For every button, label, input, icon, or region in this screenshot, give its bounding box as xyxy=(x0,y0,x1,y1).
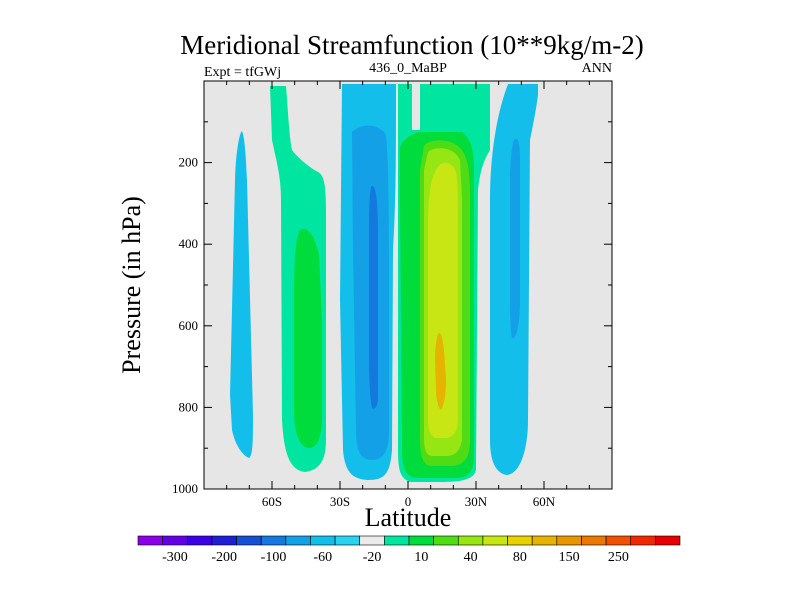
colorbar-label: -200 xyxy=(211,550,237,565)
colorbar-label: -100 xyxy=(261,550,287,565)
season-label: ANN xyxy=(582,61,612,76)
contour-cell-20s-core xyxy=(369,186,378,409)
colorbar-swatch xyxy=(384,535,410,546)
colorbar-swatch xyxy=(211,535,237,546)
contour-cell-45s-green xyxy=(294,228,322,448)
colorbar-label: 10 xyxy=(414,550,428,565)
colorbar-label: 250 xyxy=(608,550,629,565)
colorbar-swatch xyxy=(162,535,188,546)
y-tick-label: 1000 xyxy=(172,481,198,496)
colorbar-swatch xyxy=(482,535,508,546)
colorbar-swatch xyxy=(655,535,681,546)
colorbar-swatch xyxy=(285,535,311,546)
colorbar-label: -20 xyxy=(363,550,382,565)
contour-fill-group xyxy=(230,84,538,482)
colorbar-swatch xyxy=(581,535,607,546)
chart-title: Meridional Streamfunction (10**9kg/m-2) xyxy=(180,30,643,60)
colorbar-label: -60 xyxy=(313,550,332,565)
colorbar-swatch xyxy=(408,535,434,546)
contour-cell-75s-light-blue xyxy=(230,131,253,458)
colorbar-swatch xyxy=(260,535,287,546)
colorbar-label: 40 xyxy=(464,550,478,565)
colorbar-swatch xyxy=(531,535,558,546)
colorbar-label: 150 xyxy=(559,550,580,565)
colorbar-swatch xyxy=(236,535,262,546)
colorbar-swatch xyxy=(137,535,163,546)
y-tick-label: 400 xyxy=(179,236,199,251)
colorbar-swatch xyxy=(359,535,385,546)
x-tick-label: 30S xyxy=(330,494,350,509)
colorbar-label: -300 xyxy=(162,550,188,565)
contour-cell-15n-orange-core xyxy=(435,333,446,410)
colorbar: -300 -200 -100 -60 -20 10 40 80 150 250 xyxy=(137,535,681,565)
colorbar-swatch xyxy=(334,535,361,546)
contour-cell-45n-blue xyxy=(510,138,520,339)
colorbar-swatch xyxy=(433,535,459,546)
colorbar-swatch xyxy=(507,535,533,546)
colorbar-swatch xyxy=(630,535,656,546)
colorbar-swatch xyxy=(605,535,632,546)
x-tick-label: 0 xyxy=(405,494,412,509)
x-tick-label: 60S xyxy=(262,494,282,509)
experiment-label: Expt = tfGWj xyxy=(204,65,281,80)
y-tick-label: 600 xyxy=(179,318,199,333)
period-label: 436_0_MaBP xyxy=(369,61,447,76)
axis-ticks-group: 60S 30S 0 30N 60N 200 400 600 800 1000 xyxy=(172,81,612,509)
x-tick-label: 60N xyxy=(533,494,556,509)
colorbar-swatch xyxy=(556,535,582,546)
colorbar-swatch xyxy=(457,535,484,546)
y-tick-label: 800 xyxy=(179,399,199,414)
colorbar-label: 80 xyxy=(513,550,527,565)
x-axis-title: Latitude xyxy=(365,503,452,532)
x-tick-label: 30N xyxy=(465,494,488,509)
colorbar-swatch xyxy=(310,535,336,546)
y-axis-title: Pressure (in hPa) xyxy=(117,196,146,374)
y-tick-label: 200 xyxy=(179,155,199,170)
colorbar-swatch xyxy=(186,535,213,546)
